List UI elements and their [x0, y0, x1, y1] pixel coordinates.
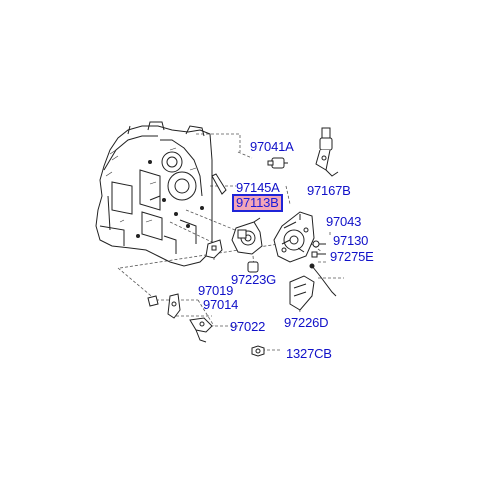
part-97275-clip	[311, 251, 326, 258]
housing-bolts	[136, 160, 204, 238]
part-label-97022[interactable]: 97022	[230, 319, 266, 334]
part-label-97145A[interactable]: 97145A	[236, 180, 280, 195]
part-label-1327CB[interactable]: 1327CB	[286, 346, 332, 361]
part-label-97226D[interactable]: 97226D	[284, 315, 329, 330]
part-97226D-cover	[289, 275, 315, 311]
part-label-97041A[interactable]: 97041A	[250, 139, 294, 154]
part-97014-fastener	[147, 293, 181, 319]
housing-hatching	[105, 147, 197, 223]
part-97041A-sensor	[267, 157, 288, 169]
part-97130-screw	[312, 240, 326, 248]
part-97022-lever	[189, 317, 213, 343]
part-label-97043[interactable]: 97043	[326, 214, 362, 229]
part-label-97223G[interactable]: 97223G	[231, 272, 277, 287]
part-1327CB-nut	[251, 345, 265, 357]
part-label-97014[interactable]: 97014	[203, 297, 239, 312]
part-label-97113B-selected[interactable]: 97113B	[232, 194, 283, 212]
part-label-97019[interactable]: 97019	[198, 283, 234, 298]
part-label-97167B[interactable]: 97167B	[307, 183, 351, 198]
part-97223G	[247, 261, 259, 273]
part-cable	[309, 263, 337, 297]
heater-housing	[95, 121, 213, 267]
part-label-97275[interactable]: 97275E	[330, 249, 374, 264]
part-97145A-rod	[211, 173, 227, 195]
part-97113B-actuator	[231, 217, 263, 255]
part-97043-motor	[273, 211, 315, 263]
part-97167B-link	[315, 127, 339, 177]
part-label-97130[interactable]: 97130	[333, 233, 369, 248]
part-97019-bracket	[205, 239, 223, 259]
